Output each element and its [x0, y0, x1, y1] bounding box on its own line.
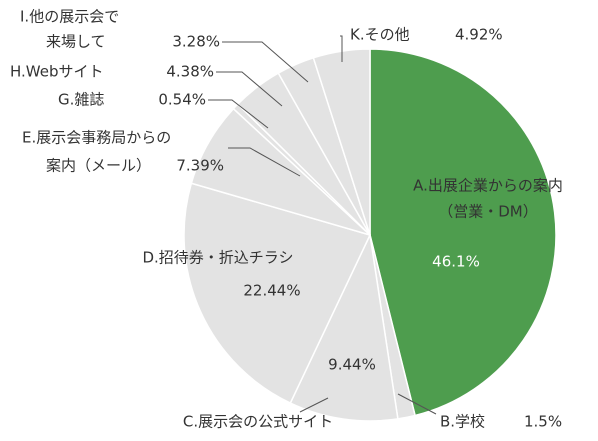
leader-line [397, 393, 437, 415]
value-label: 0.54% [158, 91, 206, 109]
value-label: 3.28% [172, 33, 220, 51]
labels: A.出展企業からの案内 （営業・DM） 46.1% B.学校 1.5% C.展示会の公式サ… [10, 8, 563, 431]
leader-line [222, 41, 309, 83]
pie [183, 48, 557, 422]
category-label: B.学校 [440, 413, 485, 431]
category-label: C.展示会の公式サイト [183, 413, 333, 431]
leader-line [228, 147, 301, 177]
category-label: G.雑誌 [58, 91, 104, 109]
category-label: H.Webサイト [10, 63, 104, 81]
value-label: 4.92% [455, 26, 503, 44]
value-label: 9.44% [328, 356, 376, 374]
value-label: 4.38% [166, 63, 214, 81]
value-label: 46.1% [432, 253, 480, 271]
leader-lines [208, 35, 437, 415]
pie-slice [312, 48, 371, 236]
pie-slice [289, 232, 399, 422]
category-label: I.他の展示会で [20, 8, 119, 26]
leader-line [216, 71, 283, 107]
category-label: A.出展企業からの案内 [413, 177, 563, 195]
category-label: 案内（メール） [46, 157, 151, 175]
leader-line [340, 35, 343, 62]
leader-line [208, 99, 269, 129]
pie-slice [369, 48, 557, 417]
category-label: K.その他 [350, 26, 410, 44]
category-label: （営業・DM） [438, 203, 538, 221]
category-label: D.招待券・折込チラシ [142, 249, 293, 267]
category-label: 来場して [46, 33, 106, 51]
leader-line [299, 397, 329, 413]
value-label: 7.39% [176, 157, 224, 175]
pie-slice [183, 182, 372, 405]
category-label: E.展示会事務局からの [22, 129, 171, 147]
value-label: 1.5% [524, 413, 562, 431]
value-label: 22.44% [243, 282, 300, 300]
